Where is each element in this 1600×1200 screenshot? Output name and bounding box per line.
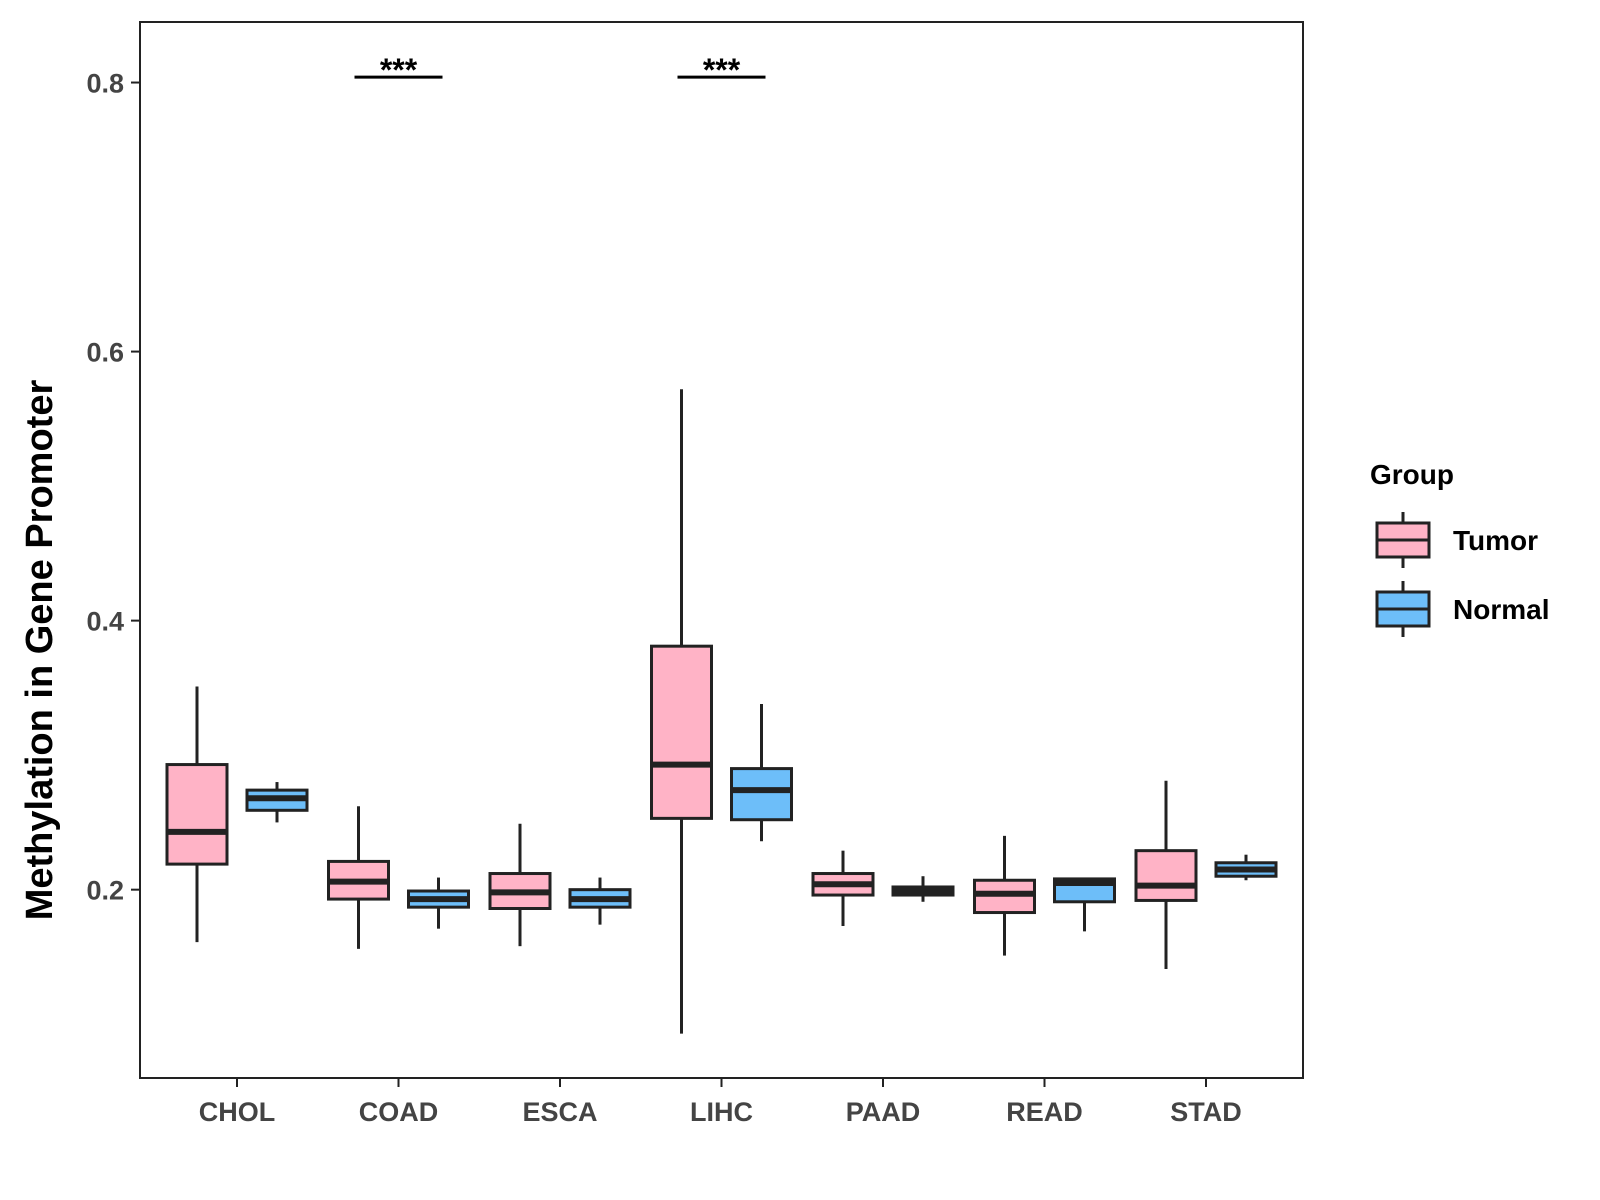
box-normal-esca (568, 877, 632, 925)
box-tumor-paad (811, 850, 875, 926)
plot-panel (139, 21, 1304, 1079)
x-tick-label-read: READ (1006, 1097, 1083, 1127)
box-body (1134, 849, 1198, 902)
box-tumor-coad (327, 806, 390, 949)
y-axis: 0.2 0.4 0.6 0.8 (86, 69, 140, 906)
x-tick-label-paad: PAAD (846, 1097, 921, 1127)
legend-label: Normal (1453, 594, 1549, 625)
significance-label: *** (703, 52, 741, 88)
significance-annotations: *** *** (354, 52, 766, 88)
box-normal-read (1053, 877, 1116, 932)
legend-label: Tumor (1453, 525, 1538, 556)
box-normal-stad (1214, 854, 1278, 881)
y-tick-label: 0.8 (86, 69, 124, 99)
box-normal-coad (407, 877, 470, 929)
box-tumor-chol (165, 686, 229, 943)
x-tick-label-chol: CHOL (199, 1097, 276, 1127)
box-body (165, 763, 229, 866)
y-tick-label: 0.6 (86, 338, 124, 368)
box-normal-chol (245, 782, 309, 823)
box-tumor-read (973, 835, 1036, 956)
x-tick-label-stad: STAD (1170, 1097, 1242, 1127)
y-tick-label: 0.4 (86, 607, 124, 637)
legend-entry-normal: Normal (1375, 581, 1549, 637)
box-normal-paad (891, 876, 955, 902)
box-normal-lihc (730, 704, 793, 842)
significance-coad: *** (354, 52, 443, 88)
legend: Group Tumor Normal (1370, 459, 1549, 637)
x-tick-label-coad: COAD (359, 1097, 439, 1127)
box-tumor-esca (488, 823, 552, 947)
legend-title: Group (1370, 459, 1454, 490)
x-tick-label-esca: ESCA (522, 1097, 597, 1127)
x-tick-label-lihc: LIHC (690, 1097, 753, 1127)
box-body (650, 644, 713, 820)
y-axis-title: Methylation in Gene Promoter (19, 380, 61, 921)
boxes-layer (165, 389, 1278, 1034)
box-tumor-lihc (650, 389, 713, 1034)
box-body (730, 767, 793, 822)
significance-lihc: *** (677, 52, 766, 88)
x-axis: CHOL COAD ESCA LIHC PAAD READ STAD (199, 1078, 1242, 1127)
significance-label: *** (380, 52, 418, 88)
y-tick-label: 0.2 (86, 876, 124, 906)
box-tumor-stad (1134, 780, 1198, 970)
legend-entry-tumor: Tumor (1375, 512, 1538, 568)
